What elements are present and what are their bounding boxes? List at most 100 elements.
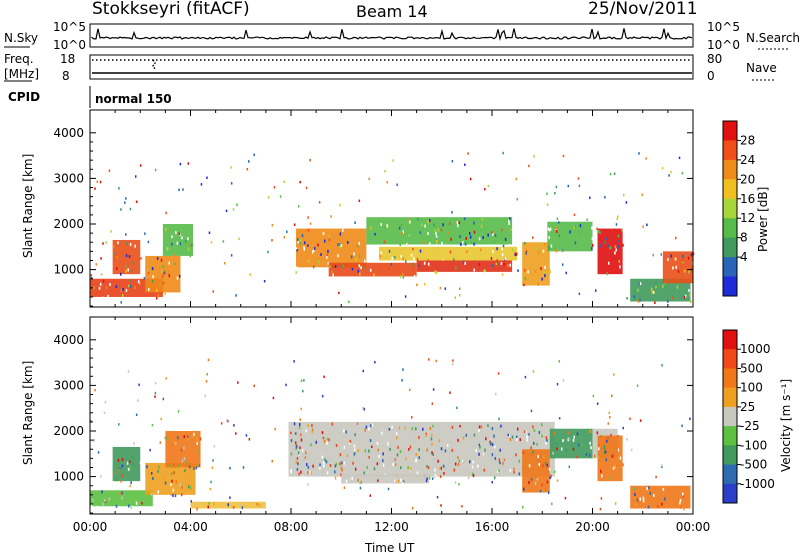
cpid-label: CPID: [8, 90, 40, 104]
velocity-speckle: [491, 443, 494, 447]
velocity-speckle: [649, 491, 652, 495]
velocity-scatter-point: [596, 402, 599, 405]
velocity-scatter-point: [551, 502, 553, 506]
power-scatter-point: [120, 301, 123, 304]
power-speckle: [109, 292, 112, 296]
velocity-speckle: [482, 452, 484, 456]
velocity-speckle: [516, 427, 519, 431]
power-scatter-point: [420, 223, 423, 227]
power-scatter-point: [267, 250, 269, 254]
power-speckle: [558, 234, 560, 238]
velocity-speckle: [605, 458, 608, 462]
velocity-speckle: [444, 467, 447, 471]
power-speckle: [412, 262, 414, 266]
power-speckle: [591, 243, 594, 247]
velocity-speckle: [422, 427, 424, 431]
velocity-speckle: [354, 450, 356, 454]
power-speckle: [683, 269, 686, 273]
velocity-scatter-point: [630, 448, 633, 452]
power-speckle: [296, 238, 299, 242]
power-speckle: [378, 266, 380, 270]
velocity-colorbar: Velocity [m s⁻¹] 1000 500 100 25 -25 -100 -500…: [722, 329, 793, 504]
velocity-speckle: [305, 429, 307, 433]
power-speckle: [373, 273, 375, 277]
velocity-speckle: [420, 475, 422, 479]
velocity-speckle: [104, 498, 106, 502]
velocity-scatter-point: [562, 379, 565, 382]
power-speckle: [534, 269, 537, 273]
velocity-scatter-point: [459, 424, 461, 428]
power-scatter-point: [655, 285, 657, 289]
velocity-speckle: [298, 426, 301, 430]
power-colorbar-swatch: [723, 276, 737, 297]
velocity-speckle: [400, 478, 402, 482]
power-scatter-point: [187, 162, 190, 165]
power-scatter-point: [267, 196, 270, 199]
power-speckle: [162, 272, 165, 276]
power-scatter-point: [247, 160, 250, 163]
velocity-scatter-point: [245, 434, 248, 437]
power-speckle: [151, 267, 154, 271]
power-speckle: [682, 254, 684, 258]
power-speckle: [355, 257, 358, 261]
velocity-speckle: [332, 424, 335, 428]
velocity-speckle: [196, 442, 198, 446]
velocity-speckle: [170, 472, 173, 476]
power-band-12: [630, 278, 691, 302]
velocity-speckle: [307, 471, 309, 475]
velocity-scatter-point: [162, 397, 165, 401]
xtick-label: 16:00: [475, 520, 510, 534]
power-speckle: [462, 260, 465, 264]
power-speckle: [677, 269, 680, 273]
power-scatter-point: [208, 231, 211, 235]
velocity-scatter-point: [539, 489, 542, 493]
power-scatter-point: [557, 221, 560, 224]
velocity-scatter-point: [388, 428, 391, 431]
power-scatter-point: [596, 227, 598, 231]
velocity-scatter-point: [387, 487, 390, 491]
velocity-scatter-point: [285, 383, 287, 387]
velocity-speckle: [478, 429, 480, 433]
velocity-speckle: [387, 442, 389, 446]
power-speckle: [164, 292, 166, 296]
velocity-speckle: [513, 467, 515, 471]
xtick-label: 00:00: [73, 520, 108, 534]
power-scatter-point: [144, 232, 146, 235]
power-scatter-point: [368, 177, 370, 181]
velocity-speckle: [622, 463, 624, 467]
velocity-scatter-point: [507, 433, 510, 437]
power-speckle: [402, 230, 405, 234]
velocity-speckle: [473, 433, 476, 437]
power-speckle: [491, 230, 493, 234]
velocity-scatter-point: [210, 480, 212, 484]
velocity-speckle: [562, 439, 564, 443]
power-scatter-point: [118, 187, 120, 190]
power-scatter-point: [404, 295, 407, 298]
power-speckle: [523, 268, 526, 272]
velocity-speckle: [343, 461, 346, 465]
power-speckle: [125, 265, 127, 269]
power-speckle: [398, 226, 401, 230]
velocity-speckle: [177, 464, 179, 468]
power-colorbar-tick-label: 8: [740, 231, 748, 245]
xtick-label: 00:00: [676, 520, 711, 534]
power-speckle: [297, 240, 299, 244]
power-scatter-point: [616, 217, 619, 221]
power-speckle: [303, 241, 306, 245]
velocity-speckle: [364, 449, 367, 453]
velocity-speckle: [129, 460, 131, 464]
power-speckle: [189, 254, 192, 258]
power-scatter-point: [561, 263, 564, 266]
power-speckle: [672, 296, 674, 300]
velocity-speckle: [528, 481, 530, 485]
velocity-speckle: [130, 481, 132, 485]
nsky-tick-bottom: 10^0: [53, 38, 86, 52]
power-speckle: [121, 294, 124, 298]
velocity-speckle: [115, 478, 118, 482]
velocity-speckle: [368, 449, 370, 453]
velocity-speckle: [343, 429, 345, 433]
power-ytick-label: 4000: [53, 126, 84, 140]
power-scatter-point: [295, 271, 297, 274]
velocity-speckle: [548, 467, 551, 471]
power-speckle: [619, 265, 621, 269]
